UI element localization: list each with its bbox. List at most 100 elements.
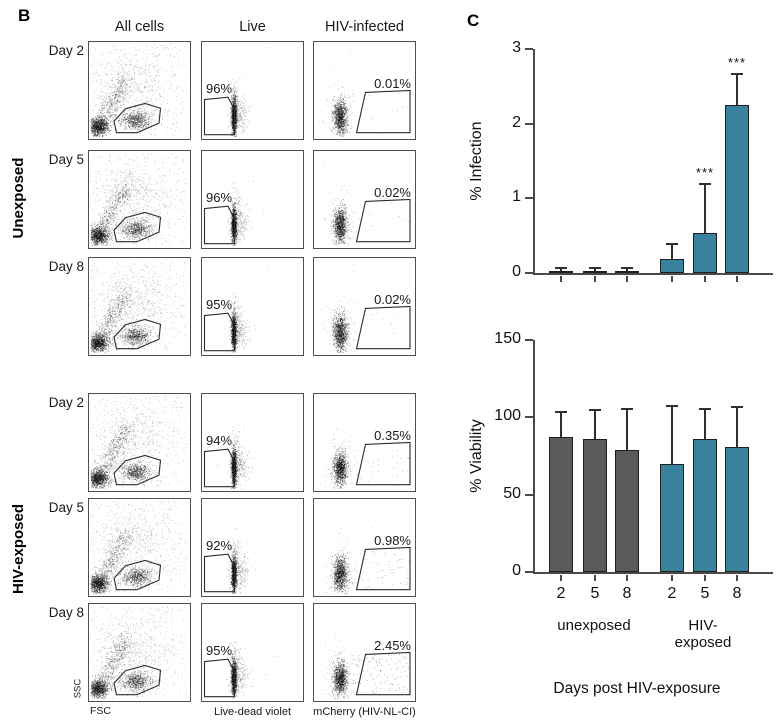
- scatter-canvas: [202, 258, 302, 354]
- row-label-day2-unexposed: Day 2: [48, 43, 84, 58]
- x-axis-title: Days post HIV-exposure: [553, 680, 721, 697]
- bar: [549, 437, 573, 572]
- flow-plot-live: 94%: [201, 393, 304, 492]
- error-bar: [736, 75, 738, 105]
- row-label-day8-unexposed: Day 8: [48, 259, 84, 274]
- flow-plot-live: 95%: [201, 257, 304, 356]
- error-bar-cap: [699, 182, 711, 185]
- bar: [615, 271, 639, 273]
- x-tick-label: 5: [590, 585, 600, 602]
- y-tick: [525, 197, 533, 200]
- row-label-day2-exposed: Day 2: [48, 395, 84, 410]
- significance-stars: ***: [727, 55, 747, 71]
- live-gate-percentage: 92%: [206, 537, 233, 553]
- error-bar-cap: [731, 406, 743, 409]
- error-bar-cap: [666, 242, 678, 245]
- scatter-canvas: [314, 42, 414, 138]
- scatter-canvas: [89, 258, 189, 354]
- x-tick-label: 8: [622, 585, 632, 602]
- flow-plot-infected: 2.45%: [313, 603, 416, 702]
- infected-gate-percentage: 0.01%: [374, 75, 411, 91]
- y-axis-title-infection: % Infection: [468, 121, 485, 201]
- scatter-canvas: [314, 258, 414, 354]
- x-tick-label: 2: [556, 585, 566, 602]
- x-tick: [594, 575, 596, 581]
- infected-gate-percentage: 0.02%: [374, 184, 411, 200]
- y-tick: [525, 493, 533, 496]
- scatter-canvas: [202, 42, 302, 138]
- bar: [725, 446, 749, 572]
- live-gate-percentage: 96%: [206, 80, 233, 96]
- x-axis-label-fsc: FSC: [90, 705, 111, 717]
- flow-plot-live: 96%: [201, 41, 304, 140]
- y-tick-label: 2: [512, 113, 521, 131]
- scatter-canvas: [202, 394, 302, 490]
- flow-plot-allcells: [88, 257, 191, 356]
- x-tick: [560, 575, 562, 581]
- x-tick: [736, 575, 738, 581]
- error-bar-cap: [555, 267, 567, 270]
- flow-plot-live: 95%: [201, 603, 304, 702]
- error-bar: [671, 244, 673, 259]
- x-tick: [626, 575, 628, 581]
- x-tick-label: 2: [667, 585, 677, 602]
- x-tick: [704, 575, 706, 581]
- x-tick: [704, 276, 706, 282]
- x-tick-label: 5: [700, 585, 710, 602]
- error-bar: [560, 269, 562, 272]
- x-tick: [736, 276, 738, 282]
- error-bar: [594, 411, 596, 439]
- y-tick-label: 150: [494, 330, 521, 347]
- bar: [583, 271, 607, 273]
- infection-bar-chart: 0 1 2 3 *** ***: [512, 39, 773, 282]
- scatter-canvas: [89, 151, 189, 247]
- bar: [660, 258, 684, 273]
- error-bar: [560, 412, 562, 438]
- column-header-all-cells: All cells: [114, 19, 165, 35]
- x-tick: [594, 276, 596, 282]
- x-group-label-hiv-exposed: HIV- exposed: [674, 617, 732, 652]
- infected-gate-percentage: 2.45%: [374, 637, 411, 653]
- flow-plot-allcells: [88, 393, 191, 492]
- bar: [583, 439, 607, 572]
- x-axis-label-live-dead: Live-dead violet: [213, 706, 292, 718]
- error-bar-cap: [699, 407, 711, 410]
- flow-plot-allcells: [88, 41, 191, 140]
- y-axis-label-ssc: SSC: [72, 678, 84, 699]
- x-tick: [626, 276, 628, 282]
- error-bar: [704, 184, 706, 234]
- scatter-canvas: [314, 604, 414, 700]
- row-label-day5-exposed: Day 5: [48, 500, 84, 515]
- column-header-hiv-infected: HIV-infected: [325, 19, 404, 35]
- x-tick: [671, 276, 673, 282]
- scatter-canvas: [89, 604, 189, 700]
- flow-plot-infected: 0.02%: [313, 150, 416, 249]
- y-tick: [525, 339, 533, 341]
- live-gate-percentage: 95%: [206, 642, 233, 658]
- infected-gate-percentage: 0.98%: [374, 532, 411, 548]
- y-tick-label: 0: [512, 263, 521, 280]
- scatter-canvas: [89, 394, 189, 490]
- y-tick: [525, 416, 533, 419]
- y-tick: [525, 48, 533, 50]
- error-bar-cap: [555, 410, 567, 413]
- scatter-canvas: [314, 499, 414, 595]
- bar: [660, 463, 684, 572]
- error-bar: [594, 269, 596, 272]
- flow-plot-infected: 0.02%: [313, 257, 416, 356]
- error-bar: [736, 408, 738, 447]
- x-tick: [560, 276, 562, 282]
- error-bar-cap: [589, 267, 601, 270]
- y-tick: [525, 571, 533, 573]
- flow-plot-infected: 0.01%: [313, 41, 416, 140]
- error-bar: [626, 269, 628, 272]
- y-tick-label: 50: [503, 484, 521, 502]
- infected-gate-percentage: 0.35%: [374, 427, 411, 443]
- column-header-live: Live: [239, 19, 266, 35]
- scatter-canvas: [202, 604, 302, 700]
- x-tick-label: 8: [732, 585, 742, 602]
- bar: [693, 439, 717, 572]
- error-bar-cap: [621, 407, 633, 410]
- scatter-canvas: [89, 42, 189, 138]
